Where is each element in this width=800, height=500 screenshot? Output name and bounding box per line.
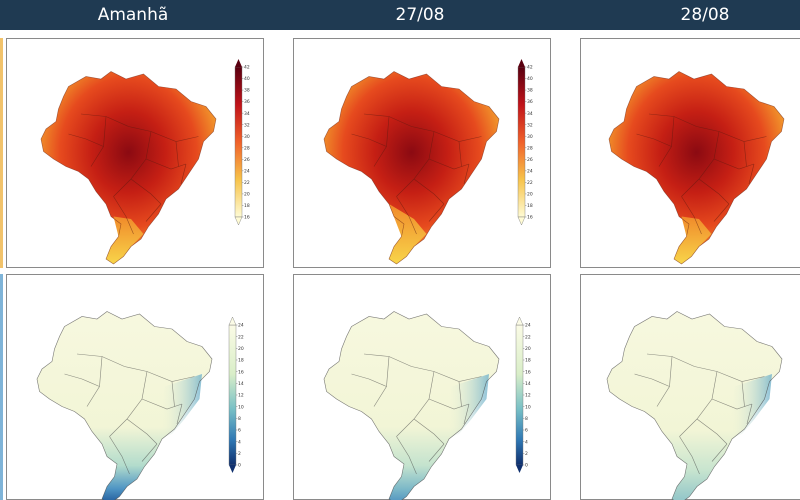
colorbar-tick-label: 18 bbox=[238, 358, 244, 364]
temperature-map-27-08: 42 40 38 36 34 32 30 28 26 24 22 20 18 16 bbox=[323, 59, 533, 265]
colorbar-tick-label: 18 bbox=[525, 358, 531, 364]
temperature-map-panel-28-08 bbox=[580, 38, 800, 268]
left-edge-strip-top bbox=[0, 38, 3, 268]
colorbar-tick-label: 32 bbox=[527, 122, 533, 128]
colorbar-tick-label: 16 bbox=[238, 369, 244, 375]
temperature-map-panel-tomorrow: 42 40 38 36 34 32 30 28 26 24 22 20 18 16 bbox=[6, 38, 264, 268]
temperature-colorbar-labels: 42 40 38 36 34 32 30 28 26 24 22 20 18 16 bbox=[242, 65, 250, 221]
colorbar-tick-label: 12 bbox=[238, 393, 244, 399]
colorbar-tick-label: 6 bbox=[238, 428, 241, 434]
colorbar-tick-label: 0 bbox=[525, 463, 528, 469]
colorbar-tick-label: 36 bbox=[244, 99, 250, 105]
column-title-tomorrow: Amanhã bbox=[97, 5, 169, 25]
colorbar-tick-label: 26 bbox=[244, 157, 250, 163]
temperature-map-panel-27-08: 42 40 38 36 34 32 30 28 26 24 22 20 18 16 bbox=[293, 38, 551, 268]
colorbar-tick-label: 22 bbox=[244, 180, 250, 186]
colorbar-tick-label: 34 bbox=[244, 111, 250, 117]
colorbar-tick-label: 14 bbox=[525, 381, 531, 387]
colorbar-tick-label: 8 bbox=[238, 416, 241, 422]
colorbar-tick-label: 22 bbox=[527, 180, 533, 186]
colorbar-tick-label: 38 bbox=[527, 88, 533, 94]
colorbar-tick-label: 16 bbox=[525, 369, 531, 375]
colorbar-tick-label: 24 bbox=[525, 323, 531, 329]
colorbar-tick-label: 32 bbox=[244, 122, 250, 128]
colorbar-tick-label: 30 bbox=[527, 134, 533, 140]
colorbar-tick-label: 16 bbox=[527, 215, 533, 221]
colorbar-tick-label: 26 bbox=[527, 157, 533, 163]
colorbar-tick-label: 10 bbox=[238, 404, 244, 410]
colorbar-tick-label: 30 bbox=[244, 134, 250, 140]
colorbar-tick-label: 4 bbox=[525, 439, 528, 445]
colorbar-tick-label: 36 bbox=[527, 99, 533, 105]
humidity-map-28-08 bbox=[606, 310, 783, 500]
colorbar-tick-label: 16 bbox=[244, 215, 250, 221]
temperature-colorbar: 42 40 38 36 34 32 30 28 26 24 22 20 18 16 bbox=[234, 59, 250, 226]
colorbar-tick-label: 10 bbox=[525, 404, 531, 410]
colorbar-tick-label: 0 bbox=[238, 463, 241, 469]
header-bar bbox=[0, 0, 800, 30]
colorbar-tick-label: 28 bbox=[244, 145, 250, 151]
temperature-map-tomorrow: 42 40 38 36 34 32 30 28 26 24 22 20 18 16 bbox=[40, 59, 250, 265]
colorbar-tick-label: 40 bbox=[244, 76, 250, 82]
colorbar-tick-label: 2 bbox=[238, 451, 241, 457]
left-edge-strip-bottom bbox=[0, 274, 3, 500]
colorbar-tick-label: 20 bbox=[244, 192, 250, 198]
column-title-27-08: 27/08 bbox=[395, 5, 445, 25]
colorbar-tick-label: 18 bbox=[527, 203, 533, 209]
colorbar-tick-label: 22 bbox=[525, 334, 531, 340]
colorbar-tick-label: 24 bbox=[527, 168, 533, 174]
colorbar-tick-label: 6 bbox=[525, 428, 528, 434]
column-title-28-08: 28/08 bbox=[680, 5, 730, 25]
colorbar-tick-label: 4 bbox=[238, 439, 241, 445]
colorbar-tick-label: 8 bbox=[525, 416, 528, 422]
colorbar-tick-label: 42 bbox=[244, 65, 250, 71]
temperature-map-28-08 bbox=[608, 70, 785, 265]
colorbar-tick-label: 38 bbox=[244, 88, 250, 94]
humidity-map-panel-27-08: 24 22 20 18 16 14 12 10 8 6 4 2 0 bbox=[293, 274, 551, 500]
colorbar-tick-label: 40 bbox=[527, 76, 533, 82]
colorbar-tick-label: 28 bbox=[527, 145, 533, 151]
colorbar-tick-label: 14 bbox=[238, 381, 244, 387]
colorbar-tick-label: 42 bbox=[527, 65, 533, 71]
colorbar-tick-label: 2 bbox=[525, 451, 528, 457]
colorbar-tick-label: 34 bbox=[527, 111, 533, 117]
colorbar-tick-label: 20 bbox=[527, 192, 533, 198]
colorbar-tick-label: 18 bbox=[244, 203, 250, 209]
colorbar-tick-label: 24 bbox=[244, 168, 250, 174]
colorbar-tick-label: 12 bbox=[525, 393, 531, 399]
colorbar-tick-label: 20 bbox=[525, 346, 531, 352]
humidity-map-panel-28-08 bbox=[580, 274, 800, 500]
temperature-colorbar: 42 40 38 36 34 32 30 28 26 24 22 20 18 16 bbox=[517, 59, 533, 226]
humidity-map-panel-tomorrow: 24 22 20 18 16 14 12 10 8 6 4 2 0 bbox=[6, 274, 264, 500]
colorbar-tick-label: 24 bbox=[238, 323, 244, 329]
colorbar-tick-label: 22 bbox=[238, 334, 244, 340]
colorbar-tick-label: 20 bbox=[238, 346, 244, 352]
temperature-colorbar-labels: 42 40 38 36 34 32 30 28 26 24 22 20 18 16 bbox=[525, 65, 533, 221]
